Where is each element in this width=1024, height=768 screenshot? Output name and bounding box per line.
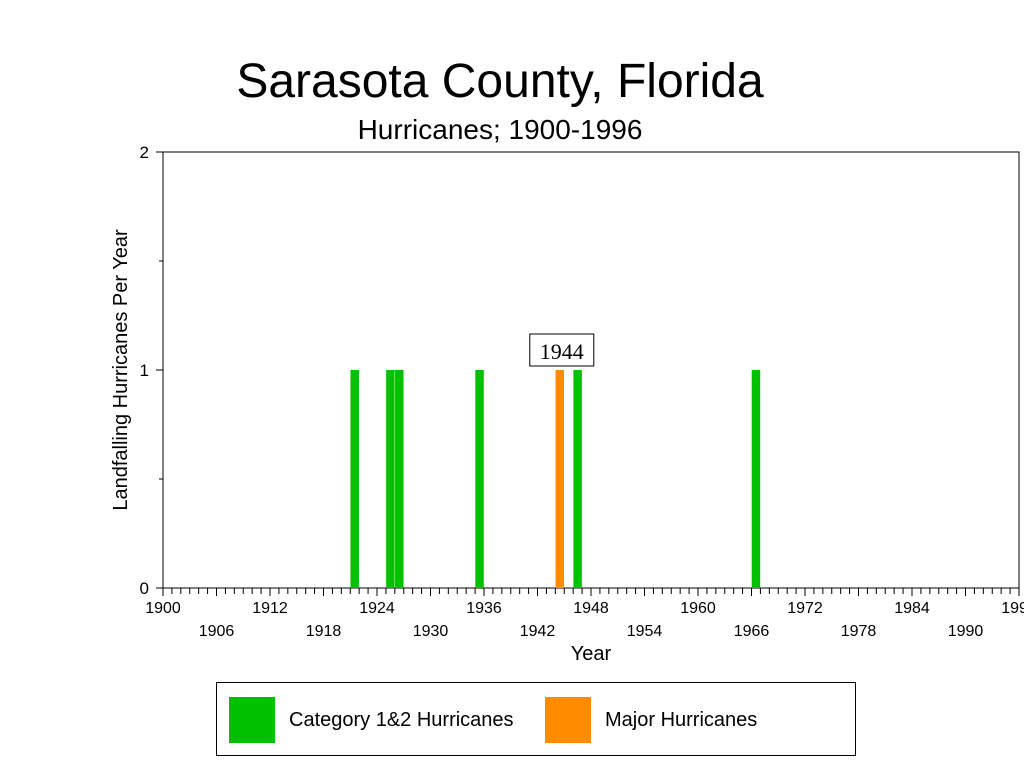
x-tick-label: 1978 xyxy=(841,623,877,640)
y-axis-label: Landfalling Hurricanes Per Year xyxy=(110,229,132,511)
x-tick-label: 1954 xyxy=(627,623,663,640)
x-tick-label: 1906 xyxy=(199,623,235,640)
bar-cat12-1935 xyxy=(475,370,484,588)
legend-label-cat12: Category 1&2 Hurricanes xyxy=(289,708,514,731)
bar-major-1944 xyxy=(555,370,565,588)
x-tick-label: 1948 xyxy=(573,600,609,617)
legend: Category 1&2 Hurricanes Major Hurricanes xyxy=(216,682,856,756)
x-tick-label: 1924 xyxy=(359,600,395,617)
x-tick-label: 1966 xyxy=(734,623,770,640)
bar-cat12-1926 xyxy=(395,370,404,588)
x-tick-label: 1912 xyxy=(252,600,288,617)
bar-cat12-1966 xyxy=(751,370,761,588)
bar-cat12-1921 xyxy=(350,370,359,588)
x-tick-label: 1942 xyxy=(520,623,556,640)
x-tick-label: 1936 xyxy=(466,600,502,617)
chart-title: Sarasota County, Florida xyxy=(236,55,764,108)
x-tick-label: 1900 xyxy=(145,600,181,617)
legend-swatch-major xyxy=(545,697,591,743)
plot-frame xyxy=(162,151,1020,589)
x-tick-label: 1960 xyxy=(680,600,716,617)
legend-swatch-cat12 xyxy=(229,697,275,743)
legend-item-major: Major Hurricanes xyxy=(545,697,757,743)
bars-group xyxy=(350,370,761,588)
x-tick-label: 1918 xyxy=(306,623,342,640)
y-tick-label: 1 xyxy=(140,361,149,380)
x-tick-label: 1972 xyxy=(787,600,823,617)
legend-label-major: Major Hurricanes xyxy=(605,708,758,731)
y-tick-label: 0 xyxy=(140,579,149,598)
x-tick-label: 1990 xyxy=(948,623,984,640)
annotation-box xyxy=(529,333,595,367)
x-tick-label: 1930 xyxy=(413,623,449,640)
chart-subtitle: Hurricanes; 1900-1996 xyxy=(357,114,643,145)
bar-cat12-1946 xyxy=(573,370,582,588)
axis-ticks: 0 1 2 1900 1906 1912 1918 1924 1930 1936 1942 1948 1… xyxy=(140,143,1024,640)
bar-cat12-1925 xyxy=(386,370,395,588)
legend-item-cat12: Category 1&2 Hurricanes xyxy=(229,697,514,743)
x-tick-label: 1984 xyxy=(894,600,930,617)
y-tick-label: 2 xyxy=(140,143,149,162)
x-axis-label: Year xyxy=(571,643,612,665)
annotation-label: 1944 xyxy=(540,339,584,364)
annotations-group: 1944 xyxy=(529,333,595,367)
x-tick-label: 1996 xyxy=(1001,600,1024,617)
chart-plot: 0 1 2 1900 1906 1912 1918 1924 1930 1936 1942 1948 1… xyxy=(110,143,1024,665)
